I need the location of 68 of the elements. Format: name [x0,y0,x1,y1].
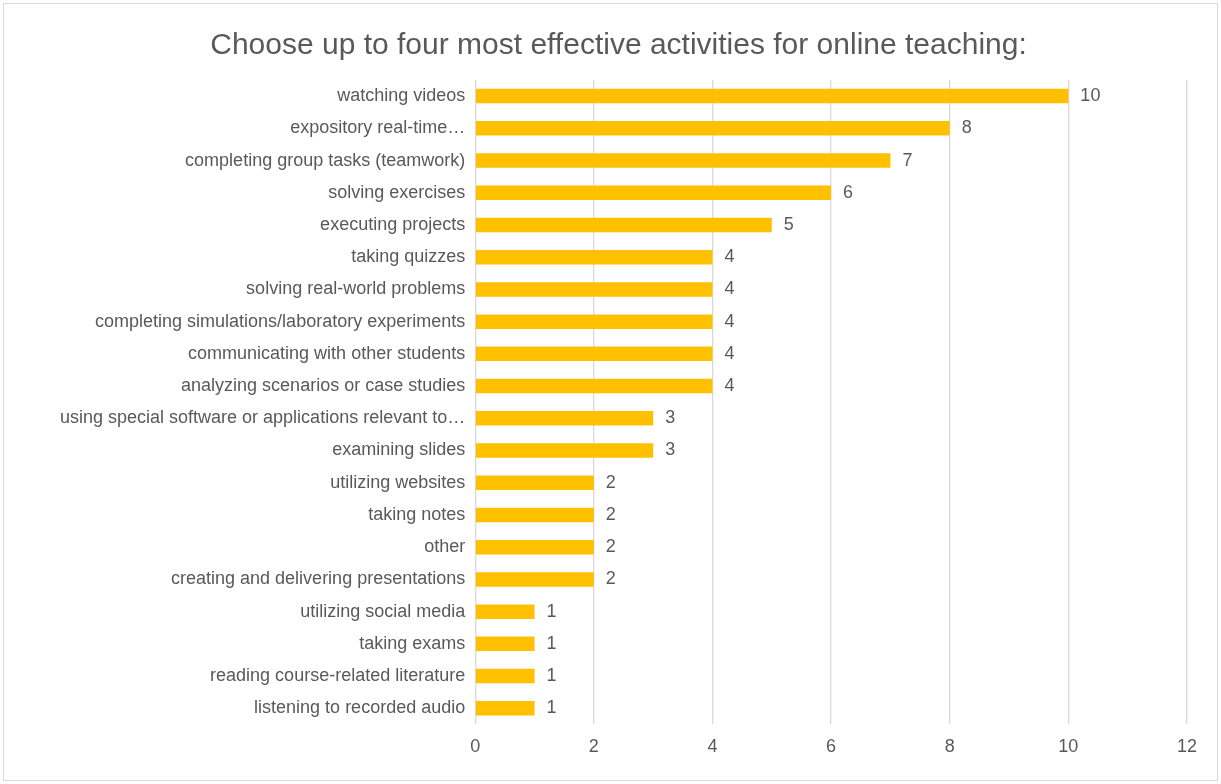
bar [475,121,950,136]
y-tick-label: analyzing scenarios or case studies [181,375,466,396]
bar [475,475,594,490]
y-tick-label: utilizing social media [300,600,467,621]
y-tick-label: watching videos [336,85,466,106]
bar [475,539,594,555]
data-label: 2 [605,503,616,524]
bar [475,185,832,201]
data-label: 7 [902,149,913,170]
bar [475,249,713,265]
y-tick-label: taking quizzes [351,246,466,267]
y-tick-label: taking notes [368,503,466,524]
data-label: 10 [1080,85,1101,106]
y-tick-label: taking exams [359,632,466,653]
bar [475,153,891,168]
data-label: 1 [546,697,557,718]
y-tick-label: other [424,536,466,557]
y-tick-label: solving exercises [328,181,466,202]
y-tick-label: communicating with other students [188,342,466,363]
bar [475,507,594,523]
y-tick-label: utilizing websites [330,471,466,492]
data-label: 6 [843,181,854,202]
data-label: 1 [546,665,557,686]
data-label: 2 [605,568,616,589]
bar [475,217,772,233]
x-tick-label: 4 [707,736,718,757]
bar [475,701,535,716]
bar [475,572,594,587]
bar [475,668,535,684]
data-label: 4 [724,342,735,363]
data-label: 2 [605,471,616,492]
y-tick-label: executing projects [320,213,466,234]
data-label: 3 [665,439,676,460]
bar [475,604,535,619]
bar [475,282,713,297]
data-label: 5 [783,213,794,234]
bar [475,88,1069,104]
y-tick-label: solving real-world problems [246,278,466,299]
data-label: 2 [605,536,616,557]
bar [475,314,713,329]
data-label: 1 [546,632,557,653]
x-tick-label: 0 [470,736,481,757]
data-label: 4 [724,375,735,396]
bar [475,346,713,362]
y-tick-label: examining slides [332,439,466,460]
data-label: 8 [961,117,972,138]
data-label: 4 [724,310,735,331]
y-tick-label: reading course-related literature [210,665,466,686]
bar [475,443,654,458]
y-tick-label: listening to recorded audio [254,697,466,718]
y-tick-label: using special software or applications relevant to… [59,407,466,428]
y-tick-label: completing simulations/laboratory experiments [95,310,466,331]
x-tick-label: 8 [944,736,955,757]
chart-title: Choose up to four most effective activities for online teaching: [210,27,1027,61]
x-tick-label: 12 [1176,736,1198,757]
data-label: 1 [546,600,557,621]
y-tick-label: completing group tasks (teamwork) [185,149,466,170]
x-tick-label: 6 [826,736,837,757]
data-label: 3 [665,407,676,428]
bar [475,411,654,426]
y-tick-label: creating and delivering presentations [171,568,466,589]
data-label: 4 [724,246,735,267]
data-label: 4 [724,278,735,299]
bar [475,378,713,394]
bar [475,636,535,652]
x-tick-label: 10 [1058,736,1079,757]
y-tick-label: expository real-time… [290,117,466,138]
x-tick-label: 2 [588,736,599,757]
